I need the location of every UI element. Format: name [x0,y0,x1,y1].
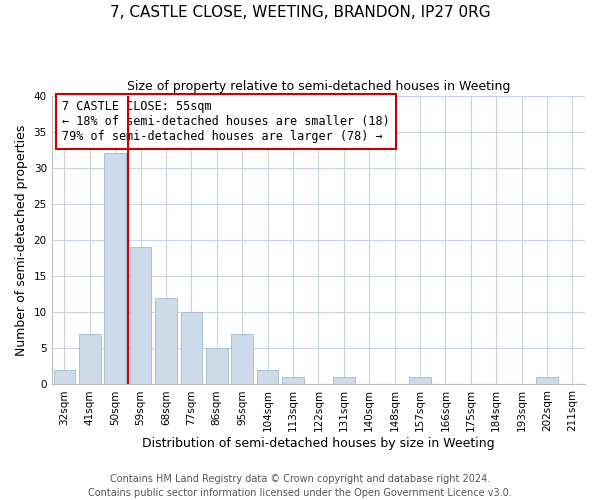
Bar [409,377,431,384]
Bar [181,312,202,384]
Bar [257,370,278,384]
Bar [104,154,126,384]
X-axis label: Distribution of semi-detached houses by size in Weeting: Distribution of semi-detached houses by … [142,437,494,450]
Bar [333,377,355,384]
Bar [130,247,151,384]
Bar [232,334,253,384]
Bar [206,348,227,384]
Bar [79,334,101,384]
Bar [282,377,304,384]
Text: Contains HM Land Registry data © Crown copyright and database right 2024.
Contai: Contains HM Land Registry data © Crown c… [88,474,512,498]
Title: Size of property relative to semi-detached houses in Weeting: Size of property relative to semi-detach… [127,80,510,93]
Y-axis label: Number of semi-detached properties: Number of semi-detached properties [15,124,28,356]
Bar [536,377,557,384]
Bar [53,370,75,384]
Bar [155,298,177,384]
Text: 7 CASTLE CLOSE: 55sqm
← 18% of semi-detached houses are smaller (18)
79% of semi: 7 CASTLE CLOSE: 55sqm ← 18% of semi-deta… [62,100,390,143]
Text: 7, CASTLE CLOSE, WEETING, BRANDON, IP27 0RG: 7, CASTLE CLOSE, WEETING, BRANDON, IP27 … [110,5,490,20]
